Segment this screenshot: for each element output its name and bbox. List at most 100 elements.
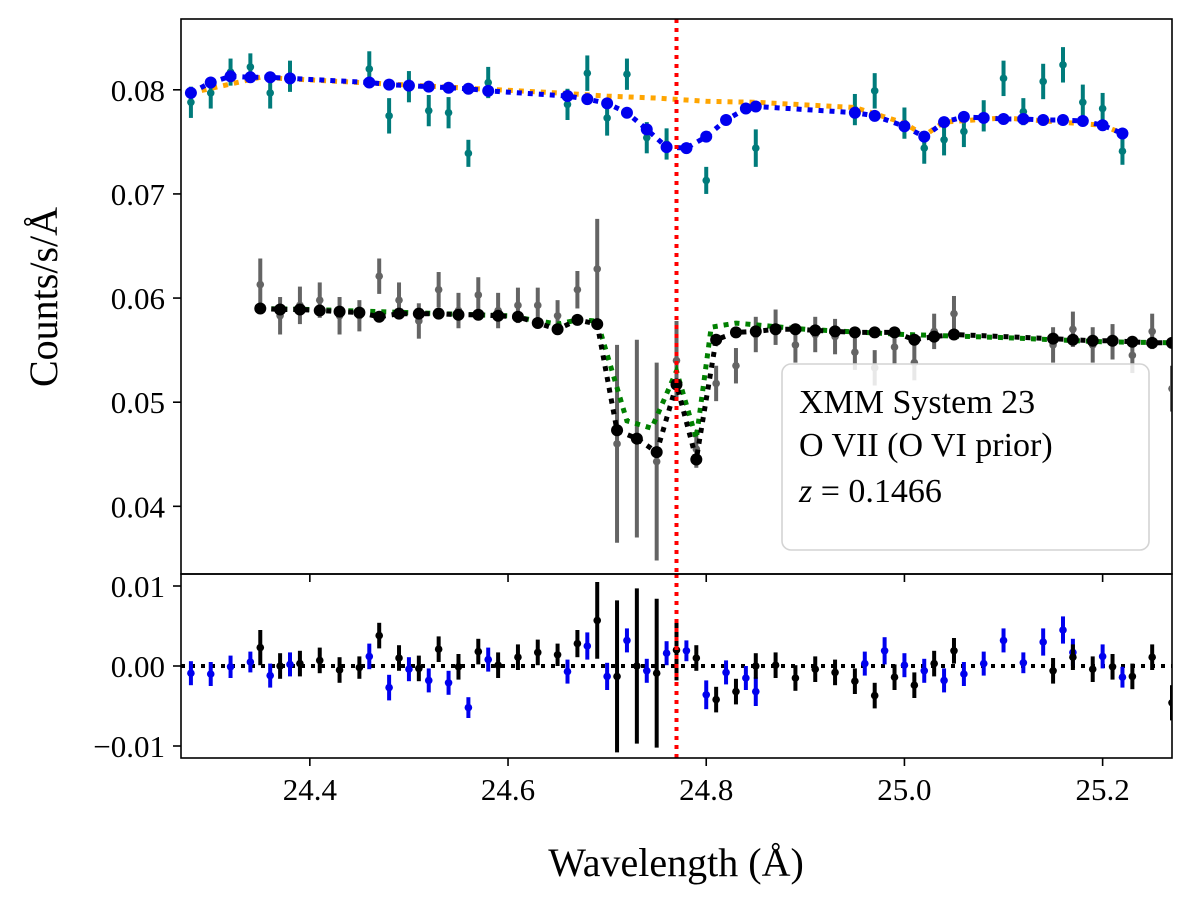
- upper-residual-point: [226, 663, 235, 671]
- upper-model-point: [1056, 114, 1069, 127]
- upper-residual-point: [880, 647, 889, 655]
- upper-residual-point: [920, 667, 929, 675]
- x-tick-label: 24.8: [679, 772, 733, 807]
- lower-data-point: [613, 440, 621, 448]
- upper-data-point: [266, 89, 274, 97]
- lower-data-point: [851, 348, 859, 357]
- lower-residual-point: [771, 661, 780, 669]
- upper-data-point: [702, 176, 711, 185]
- lower-residual-point: [454, 663, 463, 671]
- residual-panel: [181, 574, 1172, 758]
- upper-residual-point: [642, 667, 651, 675]
- upper-residual-point: [722, 668, 730, 677]
- upper-residual-point: [365, 652, 374, 661]
- legend-line-ion: O VII (O VI prior): [799, 427, 1053, 464]
- upper-data-point: [246, 63, 255, 71]
- upper-residual-point: [623, 636, 631, 645]
- upper-residual-point: [1098, 652, 1107, 661]
- lower-residual-point: [633, 662, 641, 670]
- lower-model-point: [1126, 335, 1139, 348]
- lower-data-point: [256, 280, 265, 289]
- upper-model-point: [402, 79, 415, 92]
- upper-model-point: [224, 70, 237, 83]
- upper-model-point: [720, 114, 733, 127]
- lower-model-point: [670, 378, 683, 391]
- upper-model-point: [957, 110, 970, 123]
- y-tick-label: 0.06: [111, 281, 165, 316]
- upper-model-point: [700, 130, 713, 143]
- upper-model-point: [482, 84, 495, 97]
- x-tick-label: 24.6: [481, 772, 535, 807]
- lower-model-point: [749, 325, 762, 338]
- lower-residual-point: [1148, 653, 1156, 661]
- upper-residual-point: [860, 659, 869, 668]
- lower-model-point: [353, 306, 366, 319]
- lower-model-point: [789, 323, 802, 336]
- upper-data-point: [365, 65, 374, 73]
- upper-model-point: [204, 76, 217, 89]
- upper-model-point: [284, 72, 297, 85]
- upper-residual-point: [999, 636, 1008, 645]
- main-panel: [184, 19, 1172, 574]
- y-tick-label: 0.08: [111, 73, 165, 108]
- upper-residual-point: [266, 671, 274, 680]
- upper-model-point: [1096, 119, 1109, 132]
- lower-model-point: [928, 330, 941, 343]
- lower-residual-point: [910, 681, 919, 689]
- lower-model-point: [393, 307, 406, 320]
- lower-data-point: [375, 272, 384, 280]
- lower-data-point: [950, 309, 958, 318]
- lower-model-point: [254, 302, 267, 315]
- lower-residual-point: [712, 695, 720, 704]
- upper-model-point: [184, 86, 197, 99]
- upper-data-point: [187, 98, 195, 107]
- lower-model-point: [848, 326, 861, 339]
- legend-line-system: XMM System 23: [799, 384, 1035, 421]
- lower-model-point: [611, 424, 624, 437]
- upper-residual-point: [702, 691, 711, 699]
- upper-residual-point: [385, 683, 393, 692]
- upper-residual-point: [603, 672, 611, 681]
- upper-data-point: [603, 114, 611, 122]
- upper-residual-point: [563, 667, 572, 676]
- lower-model-point: [650, 446, 663, 459]
- lower-model-point: [947, 328, 960, 341]
- upper-data-point: [940, 135, 948, 144]
- upper-model-point: [918, 130, 931, 143]
- lower-model-point: [888, 326, 901, 339]
- upper-data-point: [444, 108, 453, 117]
- upper-model-point: [660, 141, 673, 154]
- lower-data-point: [791, 341, 800, 349]
- x-tick-label: 25.2: [1076, 772, 1130, 807]
- lower-model-point: [829, 325, 842, 338]
- upper-residual-point: [187, 669, 195, 677]
- x-tick-label: 24.4: [283, 772, 338, 807]
- tick-marks: 24.4 24.6 24.8 25.0 25.2 0.04 0.05 0.06 0.07 0.08…: [93, 73, 1129, 807]
- upper-model-point: [581, 93, 594, 106]
- lower-residual-point: [613, 672, 621, 681]
- lower-residual-point: [315, 656, 324, 665]
- upper-data-point: [464, 149, 473, 158]
- upper-data-point: [206, 89, 215, 97]
- upper-data-point: [424, 106, 433, 115]
- lower-model-point: [809, 324, 822, 337]
- lower-residual-point: [652, 669, 661, 677]
- upper-residual-point: [246, 658, 255, 666]
- lower-model-point: [373, 310, 386, 323]
- upper-data-point: [563, 100, 572, 109]
- upper-residual-point: [742, 674, 750, 682]
- lower-residual-point: [751, 662, 760, 670]
- lower-model-point: [274, 303, 287, 316]
- lower-data-point: [890, 343, 899, 351]
- lower-residual-point: [870, 691, 879, 700]
- lower-model-point: [412, 307, 425, 320]
- lower-residual-point: [1049, 667, 1057, 675]
- upper-model-point: [264, 71, 277, 84]
- lower-model-point: [630, 432, 643, 445]
- upper-residual-point: [1019, 659, 1028, 667]
- lower-data-point: [593, 265, 602, 273]
- upper-residual-point: [484, 655, 493, 664]
- upper-data-point: [1039, 77, 1047, 86]
- upper-data-point: [920, 144, 929, 152]
- lower-data-point: [652, 457, 661, 466]
